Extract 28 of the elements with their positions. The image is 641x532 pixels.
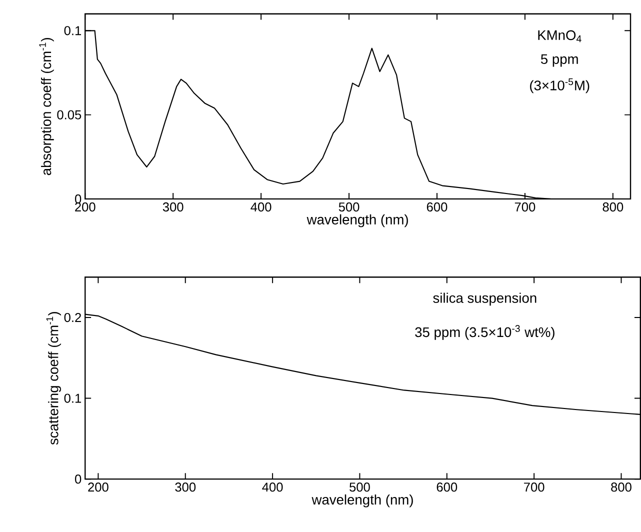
annotation: KMnO$_{4}$ xyxy=(538,30,582,42)
x-axis-title: wavelength (nm) xyxy=(306,214,408,228)
x-tick-label: 700 xyxy=(524,482,544,492)
x-tick-label: 500 xyxy=(338,202,360,212)
y-axis-title: absorption coeff (cm$^{-1}$) xyxy=(39,38,54,176)
y-tick-label: 0 xyxy=(75,474,82,484)
x-tick-label: 400 xyxy=(262,482,283,492)
x-tick-label: 400 xyxy=(250,202,272,212)
annotation: 35 ppm (3.5×10$^{-3}$ wt%) xyxy=(415,325,554,340)
x-tick-label: 200 xyxy=(88,482,108,492)
x-tick-label: 800 xyxy=(602,202,624,212)
x-tick-label: 200 xyxy=(75,202,96,212)
x-tick-label: 800 xyxy=(611,482,632,492)
annotation: 5 ppm xyxy=(540,54,578,67)
annotation: (3×10$^{-5}$M) xyxy=(530,78,590,94)
annotation: silica suspension xyxy=(433,292,536,306)
y-axis-title: scattering coeff (cm$^{-1}$) xyxy=(46,312,62,445)
x-tick-label: 600 xyxy=(436,482,458,492)
x-tick-label: 300 xyxy=(162,202,184,212)
y-tick-label: 0.1 xyxy=(64,26,82,36)
x-tick-label: 300 xyxy=(175,482,196,492)
x-tick-label: 700 xyxy=(514,202,536,212)
x-axis-title: wavelength (nm) xyxy=(312,494,413,508)
y-tick-label: 0.05 xyxy=(57,110,82,120)
x-tick-label: 500 xyxy=(350,482,370,492)
y-tick-label: 0.2 xyxy=(64,313,81,322)
x-tick-label: 600 xyxy=(426,202,448,212)
y-tick-label: 0.1 xyxy=(64,394,82,404)
